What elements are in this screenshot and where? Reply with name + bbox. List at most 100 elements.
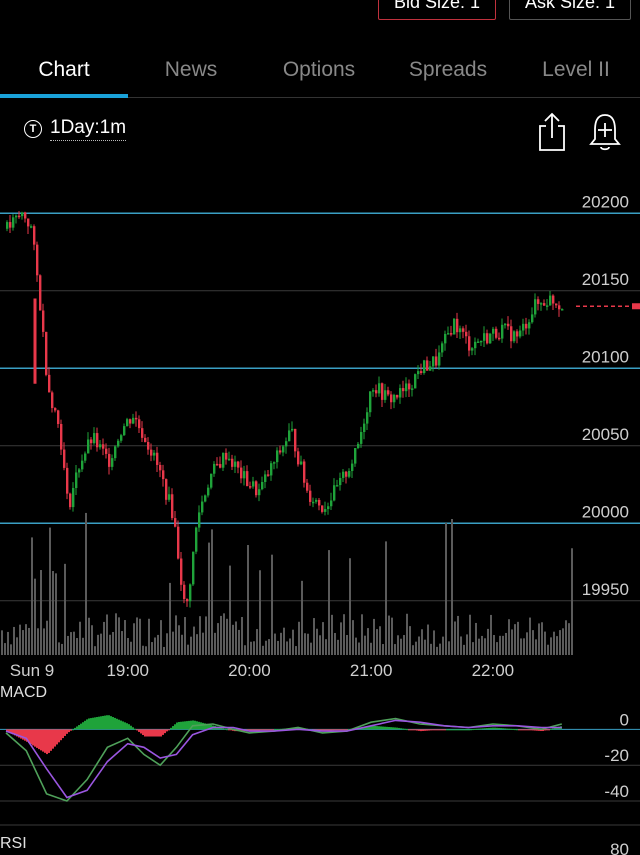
macd-histogram-bar [470,729,472,731]
candlestick [177,526,180,559]
tab-level-ii[interactable]: Level II [512,44,640,96]
volume-bar [346,635,348,655]
candlestick [102,444,105,449]
volume-bar [253,641,255,655]
macd-histogram-bar [154,729,156,737]
candlestick [147,442,150,450]
candlestick [540,303,543,305]
volume-bar [355,637,357,655]
tab-spreads[interactable]: Spreads [384,44,512,96]
volume-bar [169,582,171,655]
macd-histogram-bar [10,729,12,734]
macd-histogram-bar [400,728,402,730]
candlestick [42,310,45,332]
candlestick [474,341,477,349]
volume-bar [163,646,165,655]
candlestick [312,501,315,504]
candlestick [27,218,30,227]
macd-histogram-bar [422,729,424,731]
candlestick [189,584,192,602]
macd-histogram-bar [166,729,168,732]
interval-selector[interactable]: T 1Day:1m [24,117,127,141]
volume-bar [118,617,120,655]
tab-news[interactable]: News [128,44,254,96]
volume-bar [454,621,456,655]
macd-histogram-bar [128,724,130,730]
volume-bar [445,522,447,655]
volume-bar [484,638,486,655]
macd-histogram-bar [162,729,164,735]
price-chart[interactable]: 20200 20150 20100 20050 20000 19950 Sun 9 19:00… [0,160,640,855]
candlestick [144,437,147,443]
macd-histogram-bar [296,727,298,730]
macd-histogram-bar [102,715,104,730]
candlestick [561,309,564,311]
macd-histogram-bar [250,729,252,732]
tab-options[interactable]: Options [254,44,384,96]
candlestick [369,391,372,413]
candlestick [48,374,51,393]
volume-bar [421,629,423,655]
candlestick [444,333,447,344]
candlestick [435,356,438,366]
candlestick [468,336,471,351]
volume-bar [52,570,54,655]
volume-bar [127,638,129,655]
candlestick [297,451,300,465]
macd-histogram-bar [462,729,464,731]
volume-bar [28,627,30,655]
volume-bar [22,630,24,655]
macd-histogram-bar [276,729,278,731]
macd-histogram-bar [436,729,438,731]
macd-histogram-bar [264,729,266,731]
candlestick [489,333,492,344]
interval-type-icon: T [24,120,42,138]
volume-bar [112,632,114,655]
candlestick [522,323,525,331]
candlestick [507,323,510,327]
volume-bar [196,634,198,655]
macd-histogram-bar [468,729,470,731]
candlestick [414,374,417,389]
volume-bar [58,642,60,655]
volume-bar [85,512,87,655]
volume-bar [154,637,156,655]
candlestick [195,527,198,552]
candlestick [528,322,531,329]
macd-histogram-bar [90,718,92,730]
candlestick [330,500,333,507]
volume-bar [37,628,39,655]
macd-histogram-bar [332,729,334,731]
volume-bar [142,645,144,655]
add-alert-button[interactable] [587,110,623,154]
macd-histogram-bar [82,722,84,730]
candlestick [372,390,375,392]
candlestick [480,340,483,343]
tab-spreads-label: Spreads [408,58,488,81]
volume-bar [529,617,531,655]
candlestick [360,432,363,444]
candlestick [288,430,291,442]
volume-bar [175,615,177,655]
volume-bar [337,639,339,655]
volume-bar [328,550,330,655]
tab-level-ii-label: Level II [542,58,610,81]
tab-chart[interactable]: Chart [0,44,128,96]
volume-bar [187,644,189,655]
macd-histogram-bar [142,729,144,736]
volume-bar [385,541,387,655]
volume-bar [220,615,222,655]
tab-bar: Chart News Options Spreads Level II [0,44,640,98]
macd-histogram-bar [430,729,432,731]
time-axis-label: 22:00 [472,661,515,680]
volume-bar [322,622,324,655]
macd-histogram-bar [344,729,346,731]
candlestick [156,452,159,465]
share-button[interactable] [534,110,570,154]
macd-histogram-bar [502,728,504,730]
volume-bar [469,614,471,655]
volume-bar [334,632,336,655]
macd-histogram-bar [80,723,82,730]
macd-histogram-bar [418,729,420,731]
candlestick [327,506,330,510]
